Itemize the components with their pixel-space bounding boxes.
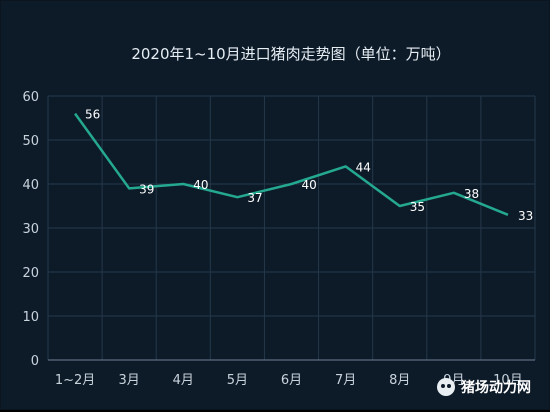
data-label: 56 xyxy=(85,108,100,122)
data-label: 40 xyxy=(302,178,317,192)
x-tick-label: 1~2月 xyxy=(55,373,95,388)
data-label: 38 xyxy=(464,187,479,201)
y-tick-label: 40 xyxy=(22,178,39,193)
x-tick-label: 10月 xyxy=(493,373,523,388)
data-label: 44 xyxy=(356,160,371,174)
data-label: 40 xyxy=(193,178,208,192)
series-line xyxy=(74,112,509,216)
x-tick-label: 4月 xyxy=(173,373,194,388)
y-tick-label: 30 xyxy=(22,222,39,237)
x-tick-label: 6月 xyxy=(281,373,302,388)
data-label: 33 xyxy=(518,209,533,223)
data-label: 37 xyxy=(247,191,262,205)
watermark: 猪场动力网 xyxy=(437,377,531,397)
data-label: 39 xyxy=(139,182,154,196)
y-tick-label: 10 xyxy=(22,310,39,325)
wechat-icon xyxy=(437,378,455,396)
x-tick-label: 5月 xyxy=(227,373,248,388)
chart-title: 2020年1~10月进口猪肉走势图（单位：万吨） xyxy=(131,45,450,63)
x-tick-label: 7月 xyxy=(335,373,356,388)
y-tick-label: 50 xyxy=(22,134,39,149)
y-tick-label: 60 xyxy=(22,90,39,105)
y-tick-label: 20 xyxy=(22,266,39,281)
watermark-text: 猪场动力网 xyxy=(461,380,531,396)
y-tick-label: 0 xyxy=(31,354,39,369)
x-tick-label: 3月 xyxy=(119,373,140,388)
x-tick-label: 8月 xyxy=(389,373,410,388)
data-label: 35 xyxy=(410,200,425,214)
